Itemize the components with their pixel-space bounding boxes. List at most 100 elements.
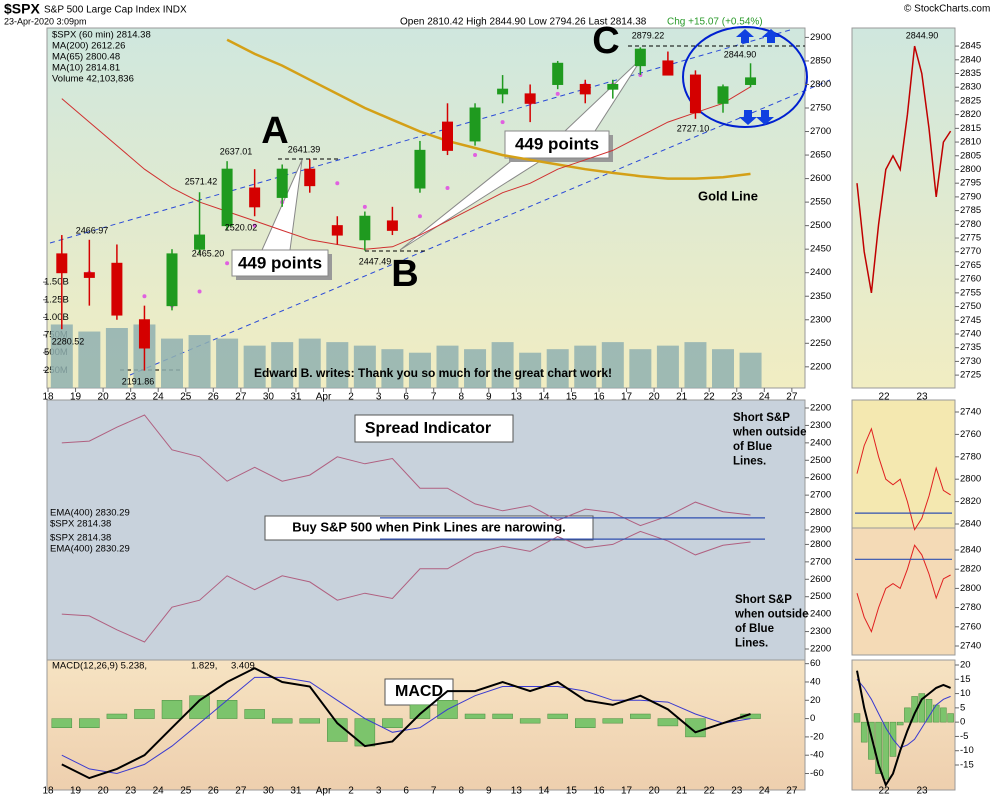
note: Edward B. writes: Thank you so much for … bbox=[254, 366, 612, 380]
x-tick-label: 3 bbox=[376, 786, 382, 797]
candle-body bbox=[194, 234, 206, 250]
x-tick-label: 27 bbox=[235, 392, 247, 403]
histogram-bar bbox=[134, 709, 155, 719]
legend-item: EMA(400) 2830.29 bbox=[50, 508, 130, 519]
y-tick-label: 60 bbox=[810, 658, 821, 669]
candle-body bbox=[745, 77, 757, 85]
up-arrow bbox=[762, 29, 780, 43]
y-tick-label: 2600 bbox=[810, 173, 831, 184]
x-tick-label: 23 bbox=[731, 786, 743, 797]
price-label: 2727.10 bbox=[677, 123, 710, 133]
y-tick-label: 2815 bbox=[960, 123, 981, 134]
x-tick-label: 2 bbox=[348, 786, 354, 797]
volume-bar bbox=[188, 335, 211, 388]
legend-item: EMA(400) 2830.29 bbox=[50, 544, 130, 555]
y-tick-label: 2830 bbox=[960, 82, 981, 93]
y-tick-label: 2760 bbox=[960, 621, 981, 632]
x-tick-label: 23 bbox=[916, 392, 928, 403]
volume-bar bbox=[105, 328, 128, 388]
y-tick-label: 2775 bbox=[960, 233, 981, 244]
x-tick-label: 20 bbox=[98, 392, 110, 403]
x-tick-label: 21 bbox=[676, 392, 688, 403]
price-label: 2571.42 bbox=[185, 176, 218, 186]
price-label: 2844.90 bbox=[724, 49, 757, 59]
ma-line bbox=[226, 38, 751, 180]
spread-line-top bbox=[61, 414, 751, 527]
histogram-bar bbox=[244, 709, 265, 719]
y-tick-label: 2300 bbox=[810, 626, 831, 637]
y-tick-label: 2800 bbox=[810, 539, 831, 550]
ma-line bbox=[61, 86, 751, 250]
title-box bbox=[354, 414, 514, 443]
short-note: Short S&P bbox=[733, 412, 790, 424]
x-tick-label: 22 bbox=[878, 392, 890, 403]
signal-line bbox=[856, 678, 951, 749]
histogram-bar bbox=[657, 718, 679, 727]
y-tick-label: -40 bbox=[810, 750, 824, 761]
note-box bbox=[264, 515, 594, 541]
highlight-ellipse bbox=[682, 26, 808, 128]
x-tick-label: 8 bbox=[458, 392, 464, 403]
x-tick-label: 30 bbox=[263, 392, 275, 403]
y-tick-label: 2780 bbox=[960, 602, 981, 613]
y-tick-label: 2755 bbox=[960, 287, 981, 298]
ma-dot bbox=[335, 181, 340, 186]
volume-bar bbox=[78, 331, 101, 388]
volume-bar bbox=[381, 349, 404, 388]
candle-body bbox=[662, 60, 674, 76]
volume-bar bbox=[574, 345, 597, 388]
short-note: when outside bbox=[734, 609, 808, 621]
y-tick-label: 2780 bbox=[960, 451, 981, 462]
y-tick-label: 2650 bbox=[810, 150, 831, 161]
y-tick-label: 2820 bbox=[960, 496, 981, 507]
legend-item: 3.409 bbox=[231, 661, 255, 672]
x-tick-label: 20 bbox=[649, 786, 661, 797]
x-tick-label: 23 bbox=[731, 392, 743, 403]
y-tick-label: 2765 bbox=[960, 260, 981, 271]
legend-item: MA(200) 2612.26 bbox=[52, 41, 125, 52]
price-label: 2520.02 bbox=[225, 222, 258, 232]
candle-body bbox=[111, 262, 123, 316]
x-tick-label: 15 bbox=[566, 786, 578, 797]
y-tick-label: 2350 bbox=[810, 291, 831, 302]
y-tick-label: 1.25B bbox=[44, 294, 69, 305]
price-label: 2637.01 bbox=[220, 146, 253, 156]
y-tick-label: 2250 bbox=[810, 338, 831, 349]
y-tick-label: 2300 bbox=[810, 420, 831, 431]
legend-item: $SPX 2814.38 bbox=[50, 519, 111, 530]
letter-label: A bbox=[261, 110, 288, 152]
histogram-bar bbox=[409, 704, 431, 719]
x-tick-label: 17 bbox=[621, 392, 633, 403]
volume-bar bbox=[216, 338, 239, 388]
ma-dot bbox=[417, 214, 422, 219]
x-tick-label: 20 bbox=[98, 786, 110, 797]
quote: Open 2810.42 High 2844.90 Low 2794.26 La… bbox=[400, 17, 647, 28]
y-tick-label: 2900 bbox=[810, 525, 831, 536]
x-tick-label: 6 bbox=[403, 786, 409, 797]
ma-dot bbox=[252, 223, 257, 228]
y-tick-label: 2820 bbox=[960, 109, 981, 120]
y-tick-label: 2500 bbox=[810, 455, 831, 466]
x-tick-label: 15 bbox=[566, 392, 578, 403]
x-tick-label: 27 bbox=[786, 392, 798, 403]
volume-bar bbox=[739, 352, 762, 388]
x-tick-label: 16 bbox=[593, 392, 605, 403]
letter-label: C bbox=[592, 20, 619, 62]
y-tick-label: -10 bbox=[960, 745, 974, 756]
volume-bar bbox=[353, 345, 376, 388]
histogram-bar bbox=[189, 695, 210, 719]
x-tick-label: 25 bbox=[180, 786, 192, 797]
histogram-bar bbox=[925, 699, 933, 723]
x-tick-label: 13 bbox=[511, 786, 523, 797]
short-note: Lines. bbox=[735, 638, 768, 650]
y-tick-label: 20 bbox=[810, 695, 821, 706]
change: Chg +15.07 (+0.54%) bbox=[667, 17, 763, 28]
histogram-bar bbox=[868, 721, 875, 760]
x-tick-label: 19 bbox=[70, 786, 82, 797]
volume-bar bbox=[298, 338, 321, 388]
volume-bar bbox=[243, 345, 266, 388]
volume-bar bbox=[161, 338, 183, 388]
histogram-bar bbox=[519, 718, 541, 724]
histogram-bar bbox=[875, 721, 882, 774]
y-tick-label: 2760 bbox=[960, 274, 981, 285]
